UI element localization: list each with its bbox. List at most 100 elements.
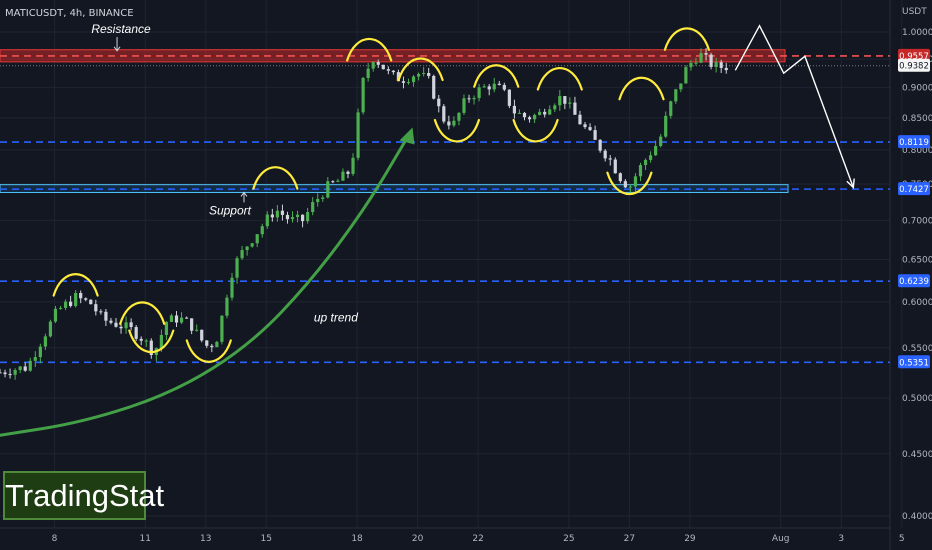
- time-tick-label: Aug: [772, 534, 790, 544]
- candle-bear: [331, 181, 335, 183]
- price-tick-label: 0.4500: [902, 450, 932, 460]
- price-tick-label: 1.0000: [902, 28, 932, 38]
- time-tick-label: 3: [838, 534, 844, 544]
- candle-bull: [245, 246, 249, 251]
- candle-bull: [558, 96, 562, 106]
- candle-bear: [487, 86, 491, 90]
- candle-bear: [583, 124, 587, 128]
- candle-bear: [346, 171, 350, 174]
- candle-bull: [679, 83, 683, 90]
- time-tick-label: 18: [351, 534, 363, 544]
- symbol-header[interactable]: MATICUSDT, 4h, BINANCE: [5, 8, 134, 19]
- candle-bear: [79, 292, 83, 299]
- candle-bull: [492, 83, 496, 90]
- price-badge-label: 0.8119: [899, 138, 929, 148]
- price-badge: [898, 274, 930, 288]
- candle-bull: [341, 171, 345, 181]
- candle-bull: [225, 297, 229, 316]
- candle-bull: [250, 243, 254, 247]
- pattern-bottom-arc: [606, 171, 653, 196]
- candle-bear: [502, 84, 506, 90]
- price-tick-label: 0.9000: [902, 84, 932, 94]
- candle-bull: [356, 112, 360, 158]
- candle-bull: [164, 321, 169, 336]
- candle-bull: [63, 301, 68, 308]
- candle-bear: [114, 322, 118, 327]
- price-tick-label: 0.6500: [902, 256, 932, 266]
- price-badge: [898, 135, 930, 149]
- candle-bull: [53, 308, 58, 322]
- price-tick-label: 0.5000: [902, 394, 932, 404]
- candle-bull: [18, 366, 22, 370]
- candle-bull: [295, 214, 300, 218]
- candle-bull: [74, 292, 78, 307]
- candle-bear: [401, 81, 406, 83]
- resistance-zone: [0, 49, 786, 63]
- candle-bull: [699, 53, 703, 63]
- grid: [0, 0, 903, 550]
- annotation-text: Support: [209, 203, 252, 217]
- candle-bear: [300, 214, 305, 222]
- candle-bear: [603, 150, 607, 159]
- candle-bear: [119, 326, 123, 329]
- time-axis[interactable]: 8 11 13 15 18 20 22 25 27 29 Aug 3 5: [52, 534, 905, 544]
- trend-curve: [0, 134, 411, 437]
- price-tick-label: 0.5500: [902, 344, 932, 354]
- candle-bear: [578, 114, 582, 125]
- candle-bull: [674, 89, 678, 102]
- candle-bull: [659, 136, 663, 147]
- candle-bear: [109, 320, 113, 323]
- candle-bull: [538, 111, 542, 115]
- candle-bull: [643, 159, 648, 166]
- candle-bear: [129, 322, 133, 328]
- time-tick-label: 8: [52, 534, 58, 544]
- projection-path: [734, 24, 855, 190]
- candle-bull: [664, 115, 668, 137]
- candle-bear: [381, 64, 385, 70]
- projection-arrowhead: [846, 178, 855, 190]
- pattern-top-arc: [119, 301, 166, 325]
- price-badge-label: 0.9557: [899, 52, 929, 62]
- candle-bull: [290, 217, 295, 220]
- candle-bull: [215, 341, 219, 348]
- candle-bull: [179, 317, 184, 323]
- candle-bull: [517, 112, 522, 114]
- candles: [0, 48, 728, 380]
- candle-bear: [704, 53, 708, 55]
- candle-bear: [442, 106, 446, 122]
- candle-bear: [69, 301, 73, 307]
- price-badge-label: 0.5351: [899, 358, 929, 368]
- candle-bull: [361, 77, 365, 113]
- time-tick-label: 29: [684, 534, 696, 544]
- pattern-top-arc: [52, 273, 99, 297]
- candle-bull: [628, 186, 633, 188]
- pattern-top-arc: [473, 64, 520, 88]
- annotation-text: up trend: [314, 311, 358, 325]
- candle-bull: [321, 197, 325, 199]
- pattern-top-arc: [252, 166, 299, 190]
- candle-bear: [593, 130, 597, 140]
- annotations: Resistance Support up trend: [91, 22, 358, 325]
- candle-bear: [174, 315, 179, 323]
- candle-bear: [8, 374, 12, 376]
- candle-bull: [58, 307, 63, 309]
- price-tick-label: 0.7000: [902, 216, 932, 226]
- candle-bull: [422, 73, 426, 75]
- candle-bull: [648, 155, 653, 160]
- price-badge-label: 0.7427: [899, 185, 929, 195]
- candle-bear: [149, 340, 153, 356]
- price-tick-label: 0.8500: [902, 114, 932, 124]
- candle-bull: [48, 321, 53, 337]
- candle-bear: [623, 181, 627, 188]
- candle-bear: [104, 311, 108, 321]
- candle-bull: [220, 315, 224, 342]
- projection-line: [734, 24, 854, 188]
- time-tick-label: 25: [563, 534, 574, 544]
- candle-bull: [366, 68, 370, 78]
- candle-bear: [613, 159, 617, 174]
- candle-bull: [43, 336, 47, 347]
- candle-bear: [376, 62, 380, 65]
- candle-bear: [134, 327, 138, 339]
